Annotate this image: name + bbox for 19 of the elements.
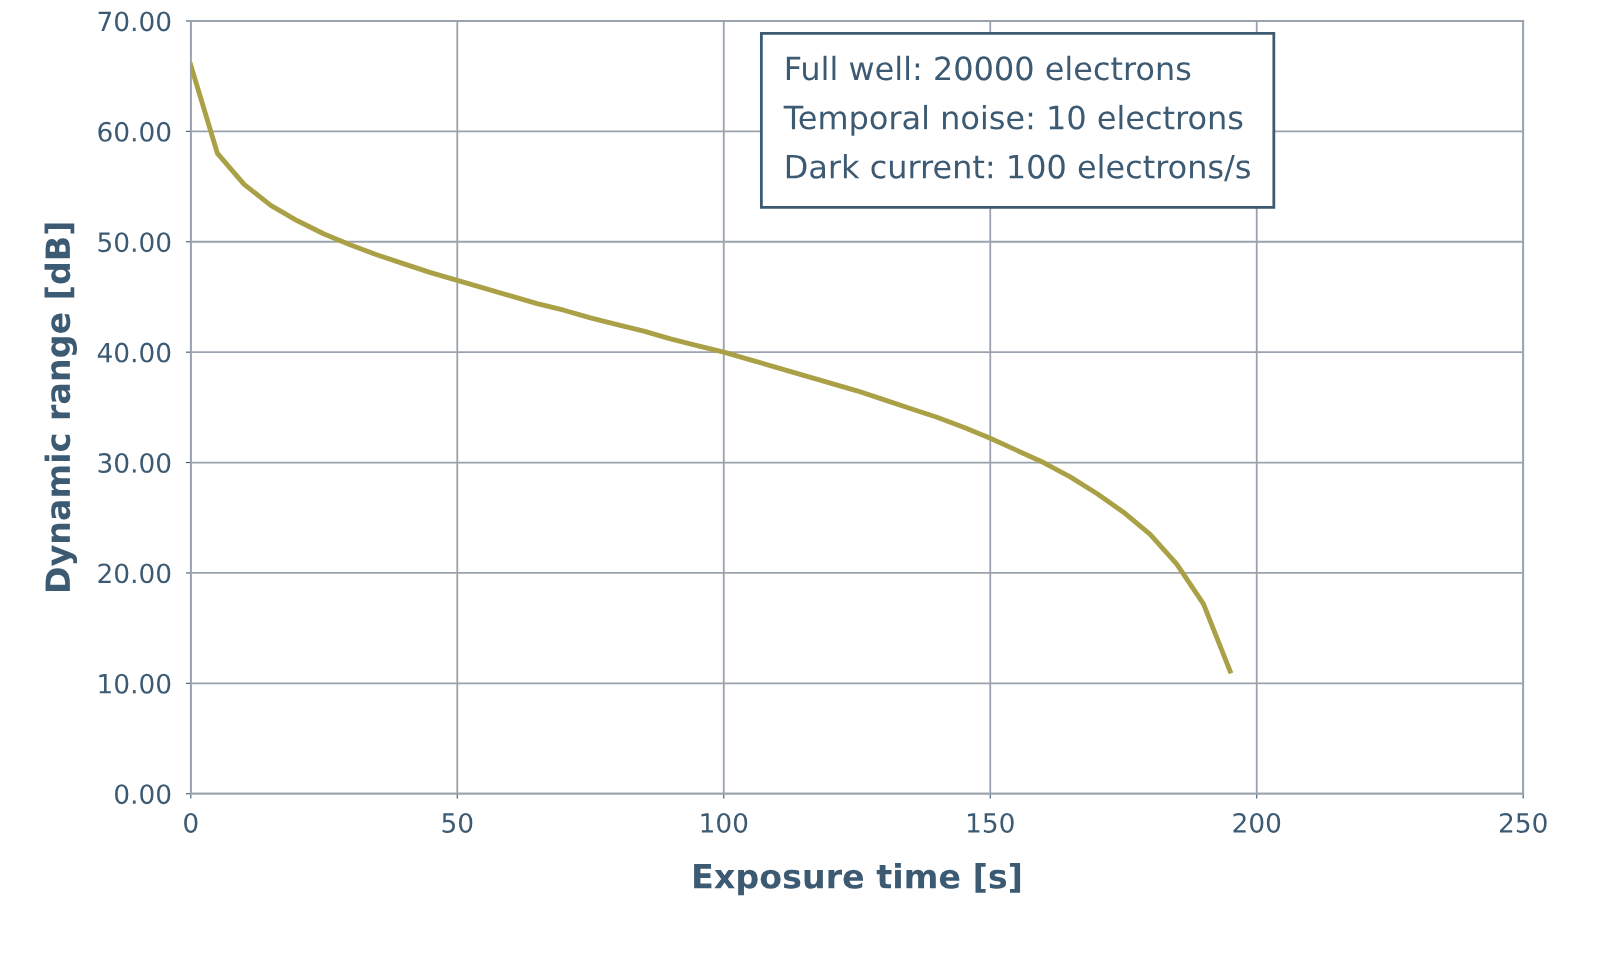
x-tick-label: 0 [184, 812, 198, 833]
annotation: Temporal noise: 10 electrons [783, 104, 1243, 136]
x-tick-label: 200 [1233, 812, 1281, 833]
y-tick-label: 10.00 [99, 673, 171, 694]
y-axis-title: Dynamic range [dB] [44, 223, 78, 592]
x-tick-label: 50 [442, 812, 473, 833]
y-tick-label: 50.00 [98, 232, 171, 253]
y-tick-label: 60.00 [98, 121, 171, 142]
x-tick-label: 250 [1499, 812, 1547, 833]
x-tick-label: 150 [967, 812, 1014, 833]
y-tick-label: 0.00 [115, 784, 171, 805]
x-tick-label: 100 [701, 812, 748, 833]
y-tick-label: 20.00 [98, 563, 171, 584]
annotation: Dark current: 100 electrons/s [786, 154, 1250, 182]
y-tick-label: 30.00 [98, 452, 171, 473]
x-axis-title: Exposure time [s] [694, 863, 1021, 896]
annotation: Full well: 20000 electrons [786, 55, 1191, 81]
y-tick-label: 70.00 [98, 11, 171, 32]
y-tick-label: 40.00 [97, 342, 171, 363]
